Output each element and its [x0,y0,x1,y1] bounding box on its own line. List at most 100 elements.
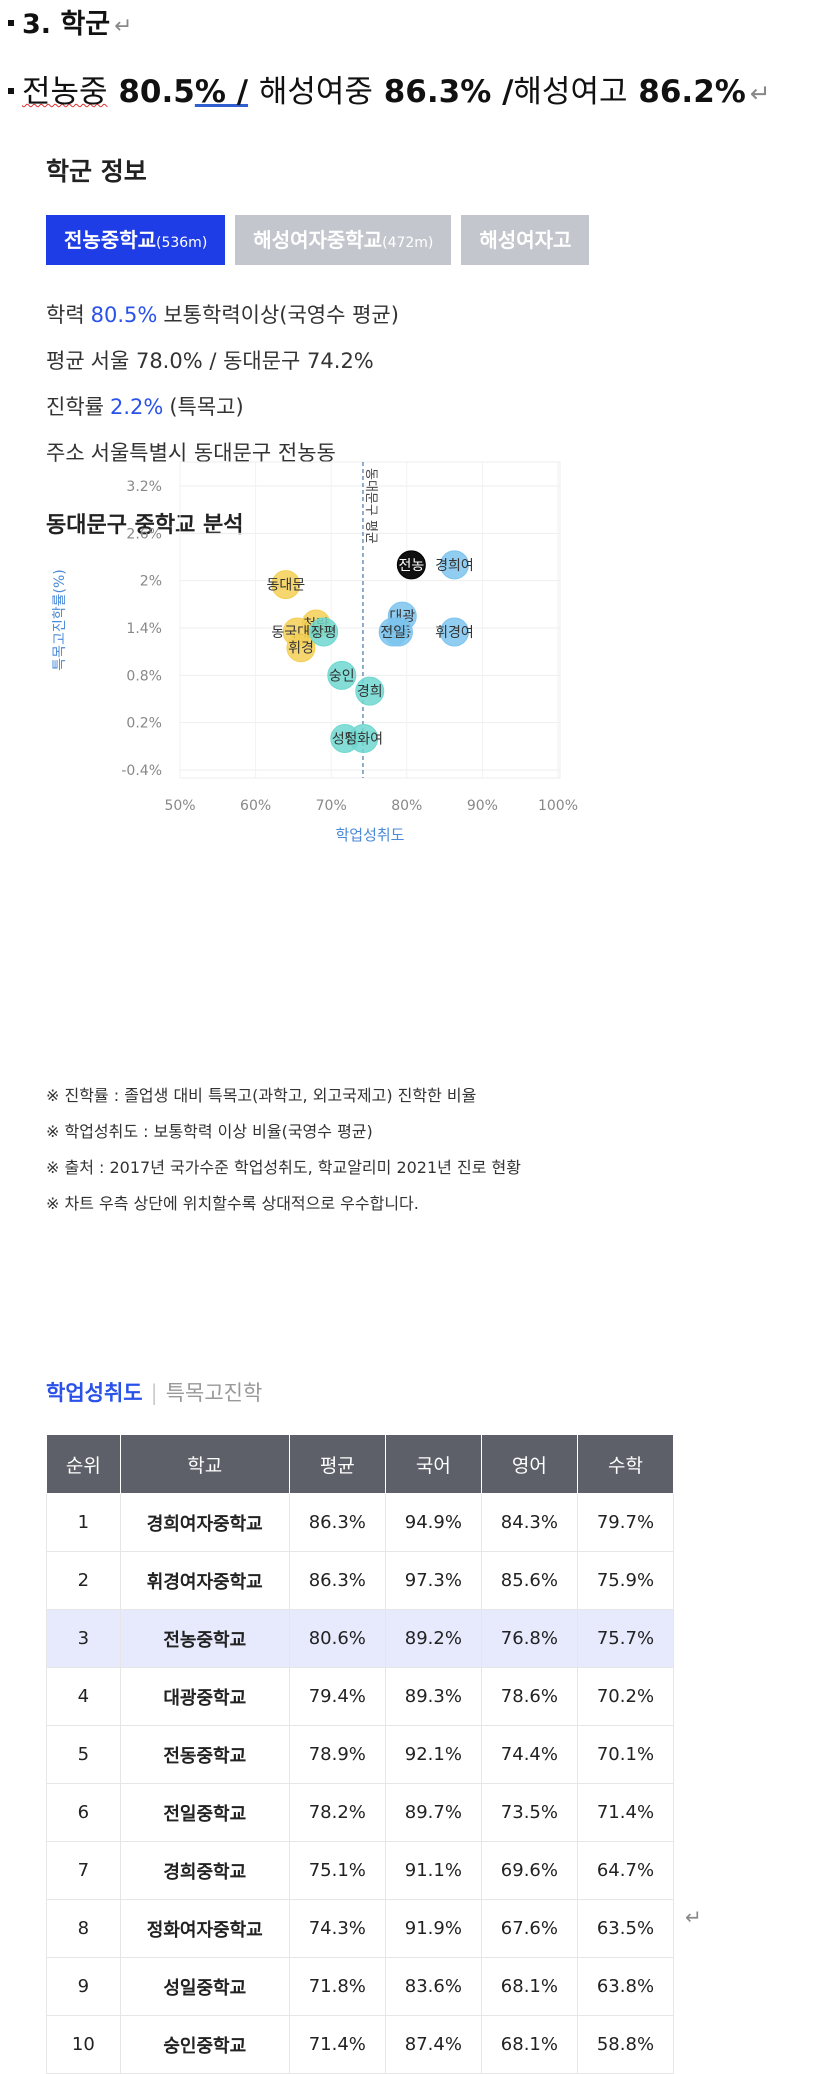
math-cell: 75.7% [576,1609,675,1668]
average-value: 서울 78.0% / 동대문구 74.2% [90,349,374,373]
info-address: 주소 서울특별시 동대문구 전농동 [46,437,336,467]
rank-cell: 4 [46,1667,121,1726]
tab-achievement[interactable]: 학업성취도 [46,1381,143,1405]
summary-value1: 80.5 [118,74,195,110]
korean-cell: 89.7% [384,1783,482,1842]
ability-desc: 보통학력이상(국영수 평균) [163,303,399,327]
advancement-value: 2.2% [109,395,164,419]
table-row: 7 경희중학교 75.1% 91.1% 69.6% 64.7% [46,1841,675,1900]
district-average-label: 동대문구 평균 [363,468,378,544]
data-point [355,676,385,706]
x-axis-title: 학업성취도 [335,826,404,844]
advancement-label: 진학률 [46,395,104,419]
data-point-label: 정화여 [344,731,383,747]
average-cell: 71.4% [288,2015,386,2074]
table-row: 8 정화여자중학교 74.3% 91.9% 67.6% 63.5% [46,1899,675,1958]
y-tick-label: 0.8% [126,668,162,684]
section-heading-text: 3. 학군 [22,9,111,40]
rank-cell: 2 [46,1551,121,1610]
summary-pct1: % / [194,74,249,110]
rank-cell: 3 [46,1609,121,1668]
bullet-square-icon [8,87,14,94]
data-point-label: 휘경여 [435,625,474,641]
col-math: 수학 [576,1434,675,1494]
average-cell: 86.3% [288,1493,386,1552]
data-point-label: 숭인 [329,668,355,684]
paragraph-mark-icon: ↵ [749,79,771,108]
school-cell: 전일중학교 [119,1783,290,1842]
rank-cell: 9 [46,1957,121,2016]
info-advancement: 진학률 2.2% (특목고) [46,391,244,421]
x-tick-label: 50% [164,798,195,814]
tab-school-1[interactable]: 해성여자중학교(472m) [235,215,452,265]
note-1: ※ 진학률 : 졸업생 대비 특목고(과학고, 외고국제고) 진학한 비율 [46,1086,477,1105]
math-cell: 70.1% [576,1725,675,1784]
paragraph-mark-icon: ↵ [114,14,133,39]
y-axis-title: 특목고진학률(%) [52,569,68,671]
data-point [378,617,408,647]
note-3: ※ 출처 : 2017년 국가수준 학업성취도, 학교알리미 2021년 진로 … [46,1158,521,1177]
data-point-label: 경희 [357,684,383,700]
paragraph-mark-icon: ↵ [685,1905,702,1929]
widget-title: 학군 정보 [46,157,147,186]
school-cell: 전농중학교 [119,1609,290,1668]
school-tab-bar: 전농중학교(536m) 해성여자중학교(472m) 해성여자고 [46,215,676,265]
school-cell: 경희여자중학교 [119,1493,290,1552]
tab-school-1-label: 해성여자중학교 [253,228,383,252]
tab-special-school[interactable]: 특목고진학 [165,1381,263,1405]
y-tick-label: -0.4% [121,763,162,779]
average-cell: 71.8% [288,1957,386,2016]
x-tick-label: 100% [538,798,578,814]
average-cell: 78.9% [288,1725,386,1784]
ability-value: 80.5% [90,303,158,327]
math-cell: 58.8% [576,2015,675,2074]
data-point [439,550,469,580]
table-row: 4 대광중학교 79.4% 89.3% 78.6% 70.2% [46,1667,675,1726]
data-point [309,617,339,647]
math-cell: 70.2% [576,1667,675,1726]
data-point [396,550,426,580]
english-cell: 67.6% [480,1899,578,1958]
english-cell: 84.3% [480,1493,578,1552]
address-value: 서울특별시 동대문구 전농동 [90,441,336,465]
data-point-label: 장평 [311,625,337,641]
korean-cell: 91.1% [384,1841,482,1900]
korean-cell: 94.9% [384,1493,482,1552]
english-cell: 68.1% [480,2015,578,2074]
tab-school-0[interactable]: 전농중학교(536m) [46,215,226,265]
col-english: 영어 [480,1434,578,1494]
x-tick-label: 60% [240,798,271,814]
data-point [439,617,469,647]
average-cell: 75.1% [288,1841,386,1900]
col-korean: 국어 [384,1434,482,1494]
english-cell: 85.6% [480,1551,578,1610]
school-cell: 숭인중학교 [119,2015,290,2074]
school-cell: 전동중학교 [119,1725,290,1784]
col-rank: 순위 [46,1434,121,1494]
summary-school1: 전농중 [22,74,108,110]
average-cell: 78.2% [288,1783,386,1842]
school-cell: 성일중학교 [119,1957,290,2016]
korean-cell: 89.2% [384,1609,482,1668]
average-cell: 79.4% [288,1667,386,1726]
summary-sep2: / [502,74,514,110]
ability-label: 학력 [46,303,85,327]
math-cell: 75.9% [576,1551,675,1610]
rank-cell: 10 [46,2015,121,2074]
table-row: 3 전농중학교 80.6% 89.2% 76.8% 75.7% [46,1609,675,1668]
data-point [271,570,301,600]
data-point [286,633,316,663]
data-point-label: 경희여 [435,558,474,574]
average-cell: 80.6% [288,1609,386,1668]
x-tick-label: 70% [316,798,347,814]
rank-cell: 5 [46,1725,121,1784]
tab-school-2[interactable]: 해성여자고 [461,215,590,265]
table-row: 9 성일중학교 71.8% 83.6% 68.1% 63.8% [46,1957,675,2016]
korean-cell: 83.6% [384,1957,482,2016]
school-cell: 정화여자중학교 [119,1899,290,1958]
data-point-label: 동대문 [267,578,306,594]
table-body: 1 경희여자중학교 86.3% 94.9% 84.3% 79.7% 2 휘경여자중학교 86.3… [46,1493,675,2074]
table-row: 10 숭인중학교 71.4% 87.4% 68.1% 58.8% [46,2015,675,2074]
info-average: 평균 서울 78.0% / 동대문구 74.2% [46,345,374,375]
english-cell: 73.5% [480,1783,578,1842]
